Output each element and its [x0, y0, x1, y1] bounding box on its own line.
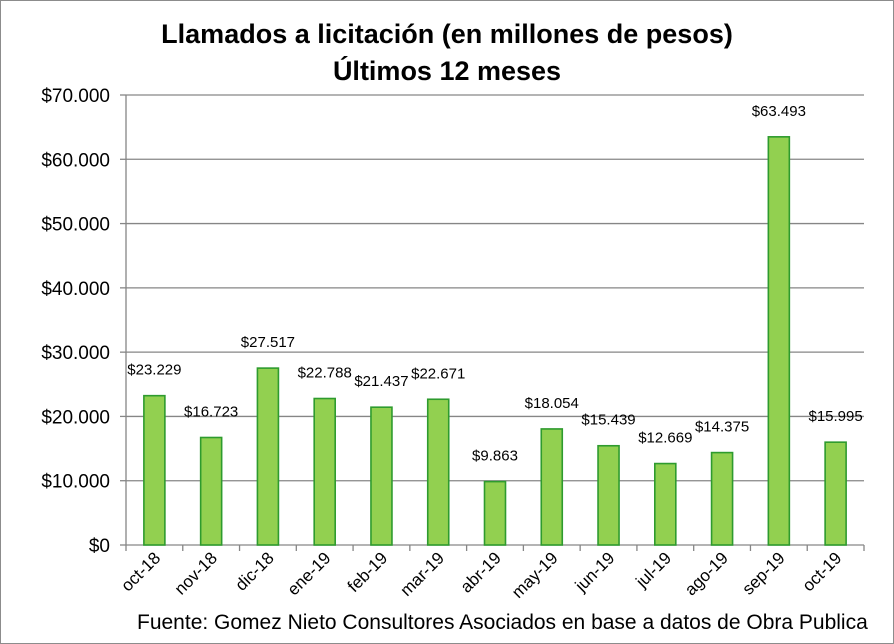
- x-tick-label: may-19: [508, 548, 562, 602]
- data-label: $15.439: [581, 412, 635, 429]
- x-tick-label: nov-18: [171, 548, 221, 598]
- y-tick-label: $70.000: [41, 86, 110, 107]
- data-label: $21.437: [354, 373, 408, 390]
- y-tick-label: $10.000: [41, 472, 110, 493]
- bar: [483, 480, 507, 546]
- bar: [710, 451, 734, 546]
- data-label: $15.995: [808, 408, 862, 425]
- x-tick-label: abr-19: [457, 548, 505, 596]
- bar: [767, 136, 791, 546]
- x-tick-label: dic-18: [232, 548, 278, 594]
- data-label: $9.863: [472, 448, 518, 465]
- gridlines: [126, 94, 864, 482]
- bar: [654, 462, 677, 546]
- data-label: $27.517: [241, 334, 295, 351]
- bar: [426, 398, 450, 546]
- bar: [143, 394, 166, 546]
- bar: [540, 428, 564, 546]
- bar: [313, 397, 336, 546]
- data-label: $23.229: [127, 362, 181, 379]
- bar: [370, 406, 393, 546]
- x-axis-tick-labels: oct-18 nov-18 dic-18 ene-19 feb-19 mar-19 abr-…: [117, 548, 845, 602]
- data-label: $14.375: [695, 419, 749, 436]
- data-label: $12.669: [638, 430, 692, 447]
- x-tick-label: sep-19: [738, 548, 788, 598]
- x-tick-label: mar-19: [397, 548, 449, 600]
- y-tick-label: $50.000: [41, 215, 110, 236]
- bars: [143, 136, 847, 546]
- bar: [256, 367, 280, 546]
- y-axis-tick-labels: $0 $10.000 $20.000 $30.000 $40.000 $50.000 $60…: [41, 86, 110, 557]
- y-tick-label: $20.000: [41, 407, 110, 428]
- x-tick-label: jun-19: [571, 548, 619, 596]
- x-tick-label: ene-19: [284, 548, 335, 599]
- y-tick-label: $40.000: [41, 279, 110, 300]
- data-label: $18.054: [525, 395, 579, 412]
- x-tick-label: jul-19: [632, 548, 676, 592]
- y-tick-label: $0: [89, 536, 110, 557]
- bar: [824, 441, 847, 546]
- data-label: $22.788: [298, 365, 352, 382]
- y-tick-label: $30.000: [41, 343, 110, 364]
- x-tick-label: ago-19: [681, 548, 732, 599]
- x-tick-label: oct-19: [799, 548, 846, 595]
- data-labels: $23.229 $16.723 $27.517$22.788$21.437 $22.6…: [127, 103, 862, 465]
- chart-title: Llamados a licitación (en millones de pe…: [161, 19, 733, 49]
- bar: [597, 444, 620, 546]
- data-label: $16.723: [184, 403, 238, 420]
- data-label: $22.671: [411, 365, 465, 382]
- bar: [199, 436, 223, 546]
- source-note: Fuente: Gomez Nieto Consultores Asociado…: [137, 611, 868, 634]
- x-tick-label: feb-19: [344, 548, 392, 596]
- data-label: $63.493: [752, 103, 806, 120]
- x-tick-label: oct-18: [117, 548, 164, 595]
- chart-subtitle: Últimos 12 meses: [333, 55, 561, 86]
- y-tick-label: $60.000: [41, 150, 110, 171]
